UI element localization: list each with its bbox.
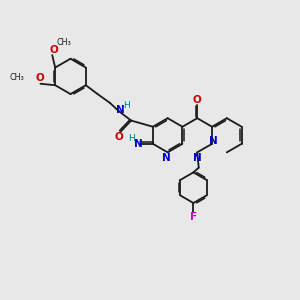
Text: F: F xyxy=(190,212,197,222)
Text: O: O xyxy=(114,132,123,142)
Text: O: O xyxy=(50,45,58,55)
Text: H: H xyxy=(123,101,130,110)
Text: CH₃: CH₃ xyxy=(10,73,24,82)
Text: N: N xyxy=(208,136,217,146)
Text: N: N xyxy=(116,105,124,115)
Text: H: H xyxy=(128,134,135,143)
Text: N: N xyxy=(161,153,170,163)
Text: O: O xyxy=(193,95,202,105)
Text: N: N xyxy=(134,139,142,148)
Text: CH₃: CH₃ xyxy=(56,38,71,47)
Text: O: O xyxy=(35,73,44,83)
Text: N: N xyxy=(193,153,202,163)
